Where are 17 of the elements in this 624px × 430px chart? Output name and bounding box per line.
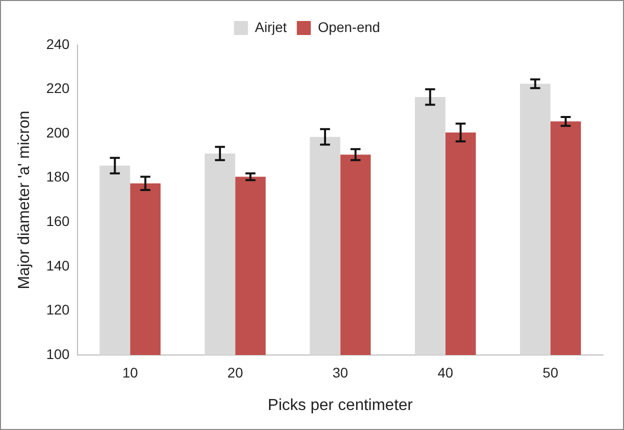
y-axis-title: Major diameter 'a' micron bbox=[16, 110, 34, 290]
y-tick-label: 200 bbox=[46, 124, 70, 140]
y-tick-label: 240 bbox=[46, 36, 70, 52]
y-tick-label: 120 bbox=[46, 302, 70, 318]
y-tick-label: 140 bbox=[46, 257, 70, 274]
legend-label: Open-end bbox=[318, 18, 380, 35]
x-tick-label: 30 bbox=[332, 364, 348, 380]
y-tick-label: 160 bbox=[46, 213, 70, 229]
x-tick-label: 10 bbox=[122, 364, 138, 380]
y-tick-label: 180 bbox=[46, 168, 70, 185]
legend-label: Airjet bbox=[254, 18, 287, 35]
x-axis-title: Picks per centimeter bbox=[268, 396, 414, 414]
x-tick-label: 20 bbox=[227, 364, 244, 380]
x-tick-label: 50 bbox=[542, 364, 558, 380]
y-tick-label: 100 bbox=[46, 346, 70, 362]
x-tick-label: 40 bbox=[438, 364, 454, 380]
y-tick-label: 220 bbox=[46, 80, 70, 96]
